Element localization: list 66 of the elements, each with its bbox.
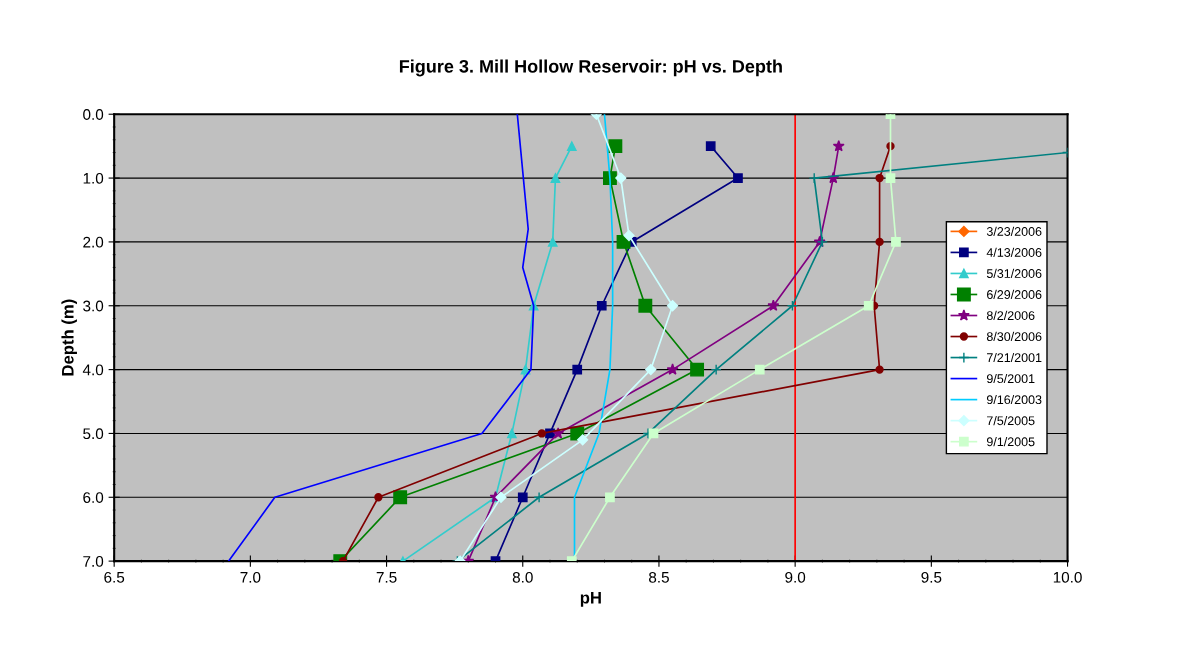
legend-label: 3/23/2006 [986, 226, 1042, 236]
point [767, 299, 780, 311]
point [875, 173, 884, 183]
point [533, 491, 545, 503]
point [645, 363, 657, 376]
legend-label: 6/29/2006 [987, 289, 1042, 299]
x-tick-label: 7.0 [240, 571, 261, 583]
legend-label: 7/21/2001 [987, 352, 1042, 363]
point [566, 141, 577, 152]
chart-title: Figure 3. Mill Hollow Reservoir: pH vs. Depth [399, 59, 782, 77]
x-axis-title: pH [580, 591, 601, 607]
point [666, 300, 679, 312]
point [550, 173, 561, 183]
point [596, 300, 607, 311]
point [393, 490, 408, 505]
legend-label: 5/31/2006 [986, 268, 1042, 278]
legend-label: 4/13/2006 [986, 247, 1042, 257]
y-tick-label: 0.0 [83, 109, 104, 120]
point [885, 173, 896, 183]
point [537, 429, 546, 438]
point [891, 237, 901, 247]
y-tick-label: 5.0 [83, 428, 104, 440]
point [733, 173, 743, 183]
legend-label: 8/2/2006 [986, 310, 1035, 320]
point [572, 364, 583, 375]
point [786, 300, 798, 312]
point [608, 139, 623, 154]
y-tick-label: 7.0 [83, 555, 104, 567]
legend-label: 9/1/2005 [986, 436, 1035, 447]
point [638, 298, 653, 313]
point [615, 172, 627, 184]
y-tick-label: 3.0 [83, 300, 104, 312]
x-tick-label: 9.5 [921, 571, 942, 583]
y-tick-label: 1.0 [83, 172, 104, 184]
point [666, 363, 679, 375]
legend-label: 9/5/2001 [986, 373, 1035, 384]
point [605, 492, 615, 503]
y-axis-title: Depth (m) [61, 299, 77, 376]
point [506, 428, 517, 439]
point [710, 364, 722, 376]
x-tick-label: 6.5 [104, 571, 125, 583]
x-tick-label: 8.0 [512, 571, 533, 583]
x-tick-label: 7.5 [376, 572, 397, 583]
point [875, 365, 884, 374]
point [577, 434, 589, 446]
x-tick-label: 10.0 [1053, 571, 1082, 583]
legend-label: 7/5/2005 [987, 415, 1035, 426]
point [875, 237, 884, 247]
point [495, 491, 507, 503]
legend-label: 8/30/2006 [986, 331, 1042, 342]
x-tick-label: 8.5 [649, 571, 669, 583]
y-tick-label: 4.0 [82, 364, 104, 376]
legend-label: 9/16/2003 [986, 394, 1042, 405]
point [517, 492, 528, 503]
y-tick-label: 6.0 [83, 492, 104, 503]
point [832, 139, 845, 152]
point [690, 362, 705, 377]
x-tick-label: 9.0 [785, 571, 806, 583]
point [754, 364, 765, 375]
point [374, 493, 383, 502]
point [547, 237, 558, 247]
point [623, 229, 635, 242]
point [705, 141, 716, 152]
y-tick-label: 2.0 [83, 236, 104, 248]
point [808, 172, 820, 184]
point [863, 300, 874, 311]
